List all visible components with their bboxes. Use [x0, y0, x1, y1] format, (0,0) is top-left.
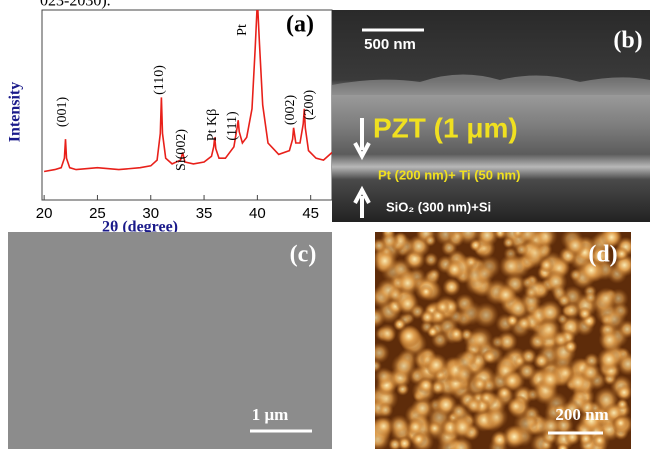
x-tick-label: 25: [89, 205, 106, 222]
grain: [495, 284, 517, 306]
panel-label: (b): [613, 28, 642, 54]
peak-label: Si(002): [174, 129, 189, 171]
panel-label: (a): [286, 12, 314, 38]
x-tick-label: 20: [36, 205, 53, 222]
grain: [514, 243, 528, 257]
grain: [445, 260, 465, 280]
grain: [539, 257, 554, 272]
grain: [391, 353, 417, 379]
grain: [597, 347, 621, 371]
sem-cross-section: 500 nm (b) PZT (1 μm) Pt (200 nm)+ Ti (5…: [332, 10, 650, 222]
grain: [435, 300, 450, 315]
scale-label: 1 μm: [252, 405, 289, 424]
peak-label: (002): [283, 95, 298, 126]
x-tick-label: 40: [249, 205, 266, 222]
grain: [454, 364, 475, 385]
grain: [371, 238, 386, 253]
grain: [513, 355, 525, 367]
grain: [533, 353, 550, 370]
grain: [474, 263, 495, 284]
grain: [602, 307, 626, 331]
grain: [473, 302, 499, 328]
layer-label: PZT (1 μm): [373, 112, 518, 143]
layer-label: Pt (200 nm)+ Ti (50 nm): [378, 167, 520, 182]
layer-label: SiO₂ (300 nm)+Si: [386, 199, 491, 214]
grain: [465, 397, 482, 414]
peak-label: (110): [152, 65, 167, 95]
grain: [378, 324, 397, 343]
grain: [538, 300, 563, 325]
grain: [584, 291, 597, 304]
grain: [503, 237, 515, 249]
grain: [442, 278, 460, 296]
grain: [593, 434, 607, 448]
grain: [449, 327, 464, 342]
grain: [420, 310, 435, 325]
grain: [417, 377, 434, 394]
grain: [424, 234, 436, 246]
x-tick-label: 35: [196, 205, 213, 222]
grain: [425, 353, 448, 376]
grain: [564, 429, 581, 446]
grain: [387, 287, 403, 303]
grain: [450, 416, 474, 440]
grain: [578, 307, 592, 321]
grain: [499, 254, 523, 278]
grain: [397, 324, 420, 347]
afm-image: (d) 200 nm: [365, 219, 639, 449]
grain: [513, 411, 538, 436]
peak-label: (200): [302, 90, 317, 121]
grain: [497, 385, 512, 400]
y-axis-label: Intensity: [7, 82, 24, 142]
grain: [599, 329, 621, 351]
grain: [472, 377, 487, 392]
peak-label: Pt Kβ: [205, 109, 220, 141]
grain: [564, 235, 586, 257]
scale-label: 200 nm: [555, 405, 608, 424]
figure: 023-2030). (a) 2θ (degree) Intensity 202…: [0, 0, 650, 449]
peak-label: (111): [225, 111, 240, 141]
grain: [551, 284, 566, 299]
panel-label: (d): [588, 242, 617, 268]
grain: [525, 286, 538, 299]
grain: [375, 367, 393, 385]
caption-fragment: 023-2030).: [40, 0, 111, 10]
grain: [365, 307, 385, 327]
peak-label: Pt: [235, 24, 250, 36]
grain: [616, 398, 628, 410]
x-tick-label: 30: [142, 205, 159, 222]
grain: [456, 219, 481, 244]
grain: [424, 252, 439, 267]
grain: [427, 421, 442, 436]
grain: [406, 418, 424, 436]
sem-surface: (c) 1 μm: [8, 232, 332, 449]
grain: [369, 342, 390, 363]
grain: [538, 367, 562, 391]
scale-label: 500 nm: [364, 36, 416, 53]
panel-label: (c): [290, 242, 317, 268]
grain: [378, 402, 394, 418]
grain: [580, 362, 601, 383]
grain: [613, 415, 628, 430]
grain: [485, 405, 509, 429]
x-tick-label: 45: [302, 205, 319, 222]
grain: [419, 285, 433, 299]
peak-label: (001): [55, 97, 70, 128]
grain: [482, 350, 497, 365]
